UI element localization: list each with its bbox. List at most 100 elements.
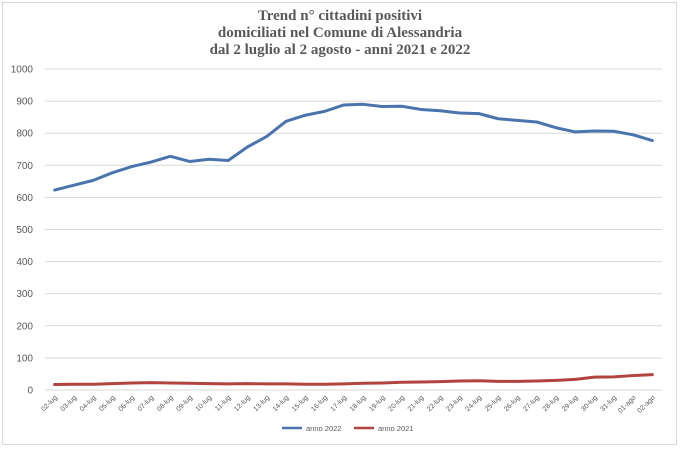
- data-point: [612, 375, 615, 379]
- x-tick-label: 05-lug: [98, 394, 117, 413]
- data-point: [342, 382, 346, 386]
- data-point: [439, 109, 442, 112]
- x-tick-label: 27-lug: [522, 394, 541, 413]
- data-point: [400, 381, 403, 384]
- data-point: [381, 381, 384, 385]
- data-point: [419, 380, 423, 384]
- y-tick-label: 0: [27, 386, 33, 397]
- data-point: [574, 378, 577, 381]
- data-point: [323, 383, 326, 386]
- data-point: [381, 105, 384, 108]
- x-tick-label: 04-lug: [79, 394, 98, 413]
- legend-label: anno 2021: [378, 424, 413, 433]
- x-tick-label: 25-lug: [484, 394, 503, 413]
- y-tick-label: 600: [16, 193, 33, 204]
- y-tick-label: 100: [16, 353, 33, 364]
- data-point: [323, 110, 326, 113]
- x-tick-label: 08-lug: [156, 394, 175, 413]
- x-tick-label: 31-lug: [599, 394, 618, 413]
- data-point: [130, 165, 133, 168]
- data-point: [246, 382, 249, 385]
- data-point: [53, 383, 56, 386]
- x-tick-label: 23-lug: [445, 394, 464, 413]
- y-tick-label: 300: [16, 289, 33, 300]
- data-point: [149, 381, 153, 384]
- data-point: [111, 382, 114, 385]
- data-point: [361, 382, 365, 385]
- data-point: [574, 130, 577, 134]
- data-point: [265, 135, 268, 138]
- x-tick-label: 09-lug: [175, 394, 194, 413]
- data-point: [516, 119, 519, 122]
- chart-frame: [2, 2, 677, 445]
- data-point: [593, 129, 596, 133]
- x-tick-label: 10-lug: [195, 394, 214, 413]
- data-point: [265, 382, 268, 386]
- data-point: [535, 379, 538, 383]
- data-point: [246, 145, 249, 149]
- data-point: [554, 126, 558, 129]
- chart-title: Trend n° cittadini positivi domiciliati …: [0, 8, 680, 59]
- data-point: [651, 139, 654, 142]
- x-tick-label: 28-lug: [542, 394, 561, 413]
- series-0: [53, 102, 654, 192]
- x-axis-ticks: 02-lug 03-lug 04-lug 05-lug 06-lug 07-lug 08-l…: [40, 394, 657, 414]
- series-lines: [53, 102, 654, 387]
- data-point: [458, 379, 461, 383]
- y-axis-ticks: 0 100 200 300 400 500 600 700 800 900 1000: [11, 65, 34, 397]
- data-point: [207, 158, 211, 161]
- data-point: [284, 382, 288, 386]
- gridlines: [45, 68, 662, 391]
- x-tick-label: 14-lug: [272, 394, 291, 413]
- data-point: [304, 114, 307, 117]
- data-point: [631, 374, 635, 377]
- data-point: [188, 160, 191, 163]
- legend-item: anno 2021: [354, 424, 413, 433]
- x-tick-label: 01-ago: [617, 394, 637, 414]
- y-tick-label: 900: [16, 97, 33, 108]
- data-point: [169, 155, 172, 158]
- x-tick-label: 02-lug: [40, 394, 59, 413]
- x-tick-label: 12-lug: [233, 394, 252, 413]
- data-point: [651, 373, 654, 376]
- data-point: [92, 179, 95, 182]
- data-point: [130, 381, 133, 385]
- data-point: [496, 117, 500, 120]
- data-point: [284, 120, 288, 123]
- legend-label: anno 2022: [306, 424, 341, 433]
- chart-title-line-2: domiciliati nel Comune di Alessandria: [217, 25, 463, 41]
- data-point: [458, 111, 461, 115]
- legend-item: anno 2022: [282, 424, 341, 433]
- x-tick-label: 18-lug: [349, 394, 368, 413]
- y-tick-label: 700: [16, 161, 33, 172]
- data-point: [361, 103, 365, 106]
- data-point: [72, 184, 76, 187]
- y-tick-label: 400: [16, 257, 33, 268]
- x-tick-label: 03-lug: [60, 394, 79, 413]
- data-point: [554, 379, 558, 382]
- data-point: [477, 379, 481, 382]
- data-point: [439, 380, 442, 383]
- data-point: [477, 112, 481, 115]
- x-tick-label: 20-lug: [387, 394, 406, 413]
- data-point: [419, 108, 423, 111]
- x-tick-label: 22-lug: [426, 394, 445, 413]
- x-tick-label: 16-lug: [310, 394, 329, 413]
- x-tick-label: 19-lug: [368, 394, 387, 413]
- data-point: [612, 130, 615, 133]
- data-point: [342, 103, 346, 107]
- y-tick-label: 500: [16, 225, 33, 236]
- x-tick-label: 11-lug: [214, 394, 232, 412]
- series-line: [53, 373, 654, 387]
- data-point: [149, 160, 153, 164]
- x-tick-label: 02-ago: [636, 394, 656, 414]
- chart-title-line-3: dal 2 luglio al 2 agosto - anni 2021 e 2…: [209, 42, 471, 58]
- x-tick-label: 26-lug: [503, 394, 522, 413]
- data-point: [496, 380, 500, 383]
- data-point: [226, 159, 230, 162]
- x-tick-label: 15-lug: [291, 394, 310, 413]
- x-tick-label: 17-lug: [330, 394, 349, 413]
- data-point: [593, 375, 596, 379]
- x-tick-label: 21-lug: [407, 394, 426, 413]
